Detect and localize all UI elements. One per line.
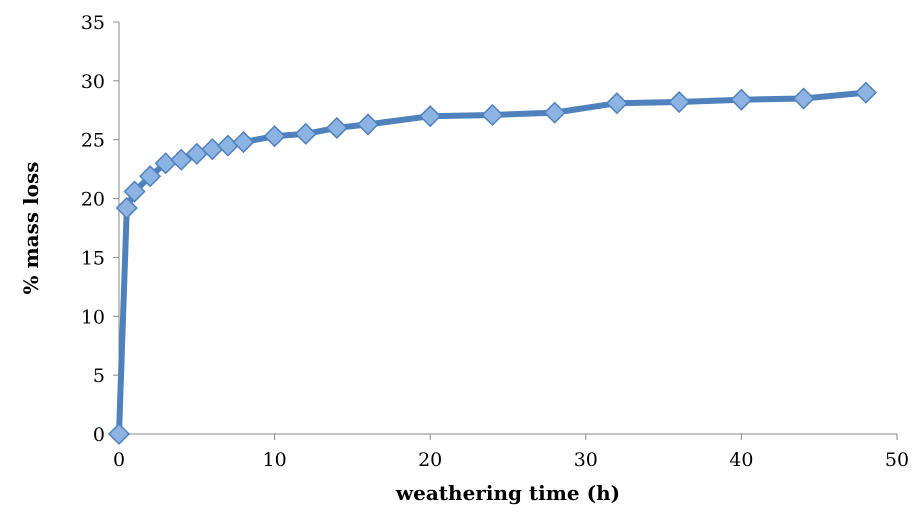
- x-tick-label: 40: [729, 449, 753, 471]
- y-tick-label: 0: [93, 424, 105, 446]
- data-point-marker: [170, 148, 193, 171]
- x-tick-label: 20: [418, 449, 442, 471]
- data-point-marker: [123, 180, 146, 203]
- y-tick-label: 30: [81, 71, 105, 93]
- y-tick-label: 10: [81, 306, 105, 328]
- data-point-marker: [325, 116, 348, 140]
- data-point-marker: [232, 131, 255, 154]
- x-tick-label: 30: [574, 449, 598, 471]
- y-axis-title: % mass loss: [19, 161, 43, 294]
- y-tick-label: 35: [81, 12, 105, 34]
- data-point-marker: [107, 422, 131, 446]
- data-point-marker: [854, 81, 877, 104]
- data-point-marker: [605, 92, 628, 115]
- x-tick-label: 50: [885, 449, 909, 471]
- y-tick-label: 15: [81, 247, 105, 269]
- data-point-marker: [139, 165, 162, 188]
- data-point-marker: [216, 134, 239, 157]
- data-point-marker: [668, 90, 691, 114]
- y-tick-label: 25: [81, 130, 105, 152]
- x-ticks: 0 10 20 30 40 50: [113, 434, 909, 471]
- series-line: [116, 89, 869, 437]
- data-point-marker: [356, 113, 380, 136]
- x-tick-label: 0: [113, 449, 125, 471]
- data-point-marker: [419, 105, 442, 128]
- data-point-marker: [294, 122, 317, 145]
- x-axis-title: weathering time (h): [395, 481, 620, 505]
- y-ticks: 0 5 10 15 20 25 30 35: [81, 12, 119, 446]
- data-point-marker: [263, 125, 286, 148]
- x-tick-label: 10: [263, 449, 287, 471]
- data-point-marker: [115, 196, 138, 220]
- axes: [118, 22, 897, 435]
- y-tick-label: 20: [81, 189, 105, 211]
- data-point-marker: [792, 87, 815, 110]
- series-layer: [107, 81, 877, 446]
- data-point-marker: [481, 103, 504, 127]
- y-tick-label: 5: [93, 365, 105, 387]
- data-point-marker: [543, 101, 566, 124]
- data-point-marker: [730, 88, 753, 111]
